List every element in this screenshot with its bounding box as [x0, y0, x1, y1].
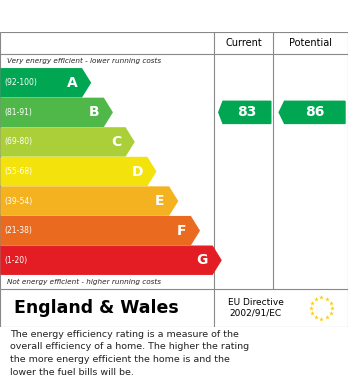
- Text: (21-38): (21-38): [4, 226, 32, 235]
- Polygon shape: [279, 101, 345, 124]
- Text: EU Directive
2002/91/EC: EU Directive 2002/91/EC: [228, 298, 284, 318]
- Text: 86: 86: [305, 105, 324, 119]
- Text: The energy efficiency rating is a measure of the
overall efficiency of a home. T: The energy efficiency rating is a measur…: [10, 330, 250, 377]
- Polygon shape: [1, 187, 177, 215]
- Polygon shape: [1, 246, 221, 274]
- Text: (92-100): (92-100): [4, 78, 37, 87]
- Text: Not energy efficient - higher running costs: Not energy efficient - higher running co…: [7, 279, 161, 285]
- Text: England & Wales: England & Wales: [14, 299, 179, 317]
- Text: B: B: [89, 105, 99, 119]
- Text: (69-80): (69-80): [4, 137, 32, 146]
- Polygon shape: [1, 158, 156, 185]
- Text: (81-91): (81-91): [4, 108, 32, 117]
- Text: Energy Efficiency Rating: Energy Efficiency Rating: [10, 9, 232, 23]
- Text: (55-68): (55-68): [4, 167, 32, 176]
- Text: G: G: [197, 253, 208, 267]
- Polygon shape: [1, 99, 112, 126]
- Text: (39-54): (39-54): [4, 197, 32, 206]
- Polygon shape: [1, 69, 90, 97]
- Text: C: C: [111, 135, 121, 149]
- Text: 83: 83: [237, 105, 256, 119]
- Text: E: E: [155, 194, 165, 208]
- Text: (1-20): (1-20): [4, 256, 27, 265]
- Text: Very energy efficient - lower running costs: Very energy efficient - lower running co…: [7, 58, 161, 64]
- Text: Current: Current: [225, 38, 262, 48]
- Text: Potential: Potential: [289, 38, 332, 48]
- Polygon shape: [219, 101, 271, 124]
- Text: D: D: [131, 165, 143, 179]
- Text: F: F: [177, 224, 186, 238]
- Polygon shape: [1, 217, 199, 245]
- Text: A: A: [67, 76, 78, 90]
- Polygon shape: [1, 128, 134, 156]
